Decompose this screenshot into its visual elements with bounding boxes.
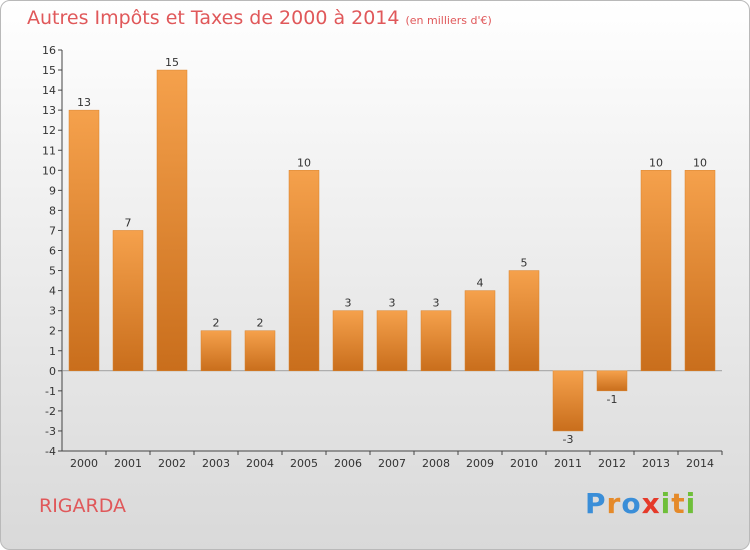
value-label: 3: [389, 297, 396, 310]
bar: [200, 330, 232, 372]
bar: [244, 330, 276, 372]
x-tick-label: 2002: [158, 457, 186, 470]
value-label: 2: [213, 317, 220, 330]
x-tick-label: 2007: [378, 457, 406, 470]
y-tick-label: 6: [49, 245, 56, 258]
y-tick-label: 16: [42, 44, 56, 57]
y-tick-label: 1: [49, 345, 56, 358]
x-tick-label: 2005: [290, 457, 318, 470]
value-label: -1: [607, 393, 618, 406]
x-tick-label: 2008: [422, 457, 450, 470]
y-tick-label: -3: [45, 425, 56, 438]
y-tick-label: 7: [49, 224, 56, 237]
chart-bars: [68, 69, 716, 432]
y-tick-label: 9: [49, 184, 56, 197]
x-tick-label: 2013: [642, 457, 670, 470]
logo-letter: o: [621, 487, 642, 520]
y-tick-label: 5: [49, 265, 56, 278]
x-tick-label: 2014: [686, 457, 714, 470]
value-label: 4: [477, 277, 484, 290]
value-label: 5: [521, 257, 528, 270]
chart-title-text: Autres Impôts et Taxes de 2000 à 2014: [27, 7, 400, 29]
logo-letter: x: [641, 487, 661, 520]
logo-letter: t: [671, 487, 686, 520]
y-tick-label: -2: [45, 405, 56, 418]
bar: [464, 290, 496, 372]
bar: [376, 310, 408, 372]
value-label: 3: [433, 297, 440, 310]
bar: [684, 170, 716, 372]
y-tick-label: 12: [42, 124, 56, 137]
y-tick-label: 3: [49, 305, 56, 318]
bar: [420, 310, 452, 372]
bar: [288, 170, 320, 372]
x-tick-label: 2003: [202, 457, 230, 470]
value-label: 15: [165, 56, 179, 69]
chart-title: Autres Impôts et Taxes de 2000 à 2014 (en…: [27, 7, 492, 29]
y-tick-label: -1: [45, 385, 56, 398]
bar: [332, 310, 364, 372]
bar: [156, 69, 188, 372]
x-tick-label: 2006: [334, 457, 362, 470]
y-tick-label: 14: [42, 84, 56, 97]
y-tick-label: 13: [42, 104, 56, 117]
logo-letter: P: [585, 487, 607, 520]
proxiti-logo: Proxiti: [585, 487, 696, 520]
x-tick-label: 2000: [70, 457, 98, 470]
x-tick-label: 2010: [510, 457, 538, 470]
y-tick-label: 15: [42, 64, 56, 77]
y-tick-label: 2: [49, 325, 56, 338]
bar: [112, 230, 144, 372]
chart-subtitle: (en milliers d'€): [405, 14, 492, 27]
y-tick-label: -4: [45, 445, 56, 458]
x-tick-label: 2004: [246, 457, 274, 470]
bar: [640, 170, 672, 372]
value-label: 10: [297, 156, 311, 169]
logo-letter: i: [660, 487, 672, 520]
x-tick-label: 2001: [114, 457, 142, 470]
value-label: -3: [563, 433, 574, 446]
chart-labels: 13 7 15 2 2 10 3 3 3 4 5 -3 -1 10 10: [77, 56, 707, 446]
bar: [552, 370, 584, 432]
value-label: 10: [693, 156, 707, 169]
bar: [68, 109, 100, 372]
value-label: 3: [345, 297, 352, 310]
y-tick-label: 8: [49, 204, 56, 217]
x-tick-label: 2012: [598, 457, 626, 470]
x-tick-label: 2011: [554, 457, 582, 470]
y-tick-label: 0: [49, 365, 56, 378]
value-label: 7: [125, 216, 132, 229]
y-tick-label: 11: [42, 144, 56, 157]
commune-name: RIGARDA: [39, 495, 127, 517]
value-label: 2: [257, 317, 264, 330]
y-tick-label: 4: [49, 285, 56, 298]
bar: [508, 270, 540, 372]
logo-letter: r: [606, 487, 622, 520]
value-label: 10: [649, 156, 663, 169]
bar: [596, 370, 628, 392]
value-label: 13: [77, 96, 91, 109]
logo-letter: i: [685, 487, 697, 520]
x-tick-label: 2009: [466, 457, 494, 470]
y-tick-label: 10: [42, 164, 56, 177]
